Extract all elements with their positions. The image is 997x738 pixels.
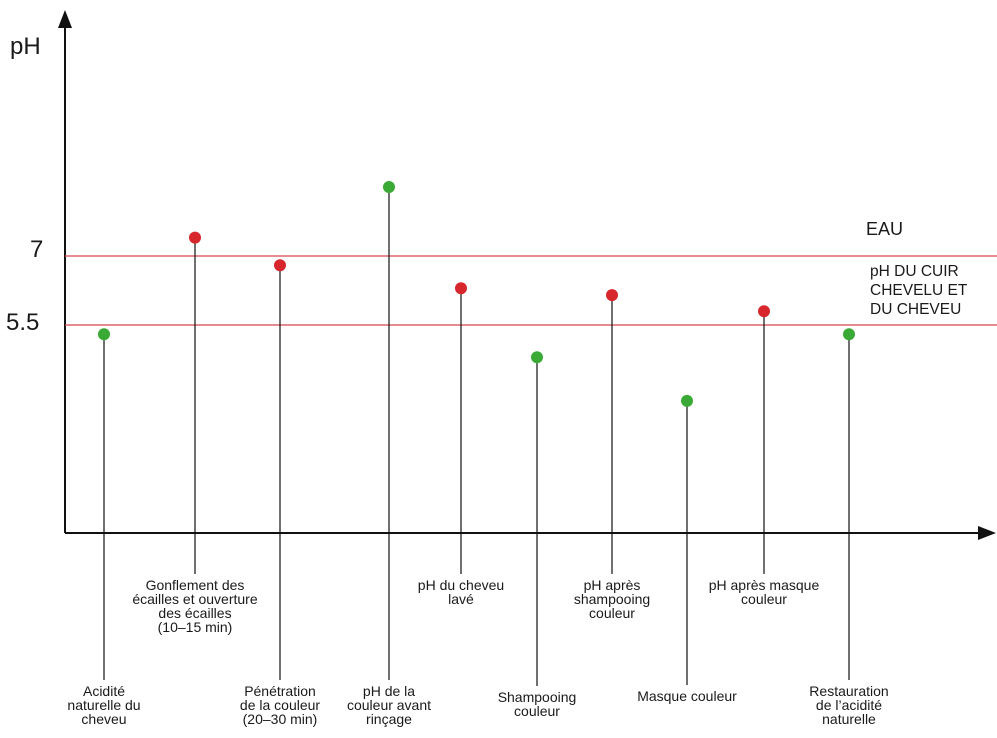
category-label-3: Pénétration de la couleur (20–30 min) <box>240 683 321 727</box>
y-tick-label-5.5: 5.5 <box>6 309 39 336</box>
category-label-8: Masque couleur <box>637 688 737 704</box>
data-point-6 <box>531 351 543 364</box>
reference-label-eau: EAU <box>866 219 903 239</box>
category-label-5: pH du cheveu lavé <box>418 577 504 607</box>
data-point-5 <box>455 282 467 295</box>
data-point-9 <box>758 305 770 318</box>
category-label-9: pH après masque couleur <box>709 577 820 607</box>
category-label-4: pH de la couleur avant rinçage <box>347 683 431 727</box>
y-tick-label-7: 7 <box>30 236 43 263</box>
y-axis-arrow-icon <box>58 10 72 28</box>
y-axis-title: pH <box>10 33 41 60</box>
data-point-2 <box>189 231 201 244</box>
points-group <box>98 181 855 407</box>
data-point-1 <box>98 328 110 341</box>
data-point-10 <box>843 328 855 341</box>
category-label-10: Restauration de l’acidité naturelle <box>809 683 888 727</box>
stems-group <box>103 187 850 686</box>
data-point-3 <box>274 259 286 272</box>
category-label-2: Gonflement des écailles et ouverture des é… <box>132 577 258 635</box>
category-labels-group: Acidité naturelle du cheveu Gonflement des é… <box>67 577 888 727</box>
x-axis-arrow-icon <box>978 526 996 540</box>
reference-label-scalp: pH DU CUIR CHEVELU ET DU CHEVEU <box>870 263 971 318</box>
data-point-7 <box>606 289 618 302</box>
category-label-1: Acidité naturelle du cheveu <box>67 683 140 727</box>
data-point-8 <box>681 394 693 407</box>
data-point-4 <box>383 181 395 193</box>
category-label-6: Shampooing couleur <box>498 689 577 719</box>
category-label-7: pH après shampooing couleur <box>574 577 650 621</box>
